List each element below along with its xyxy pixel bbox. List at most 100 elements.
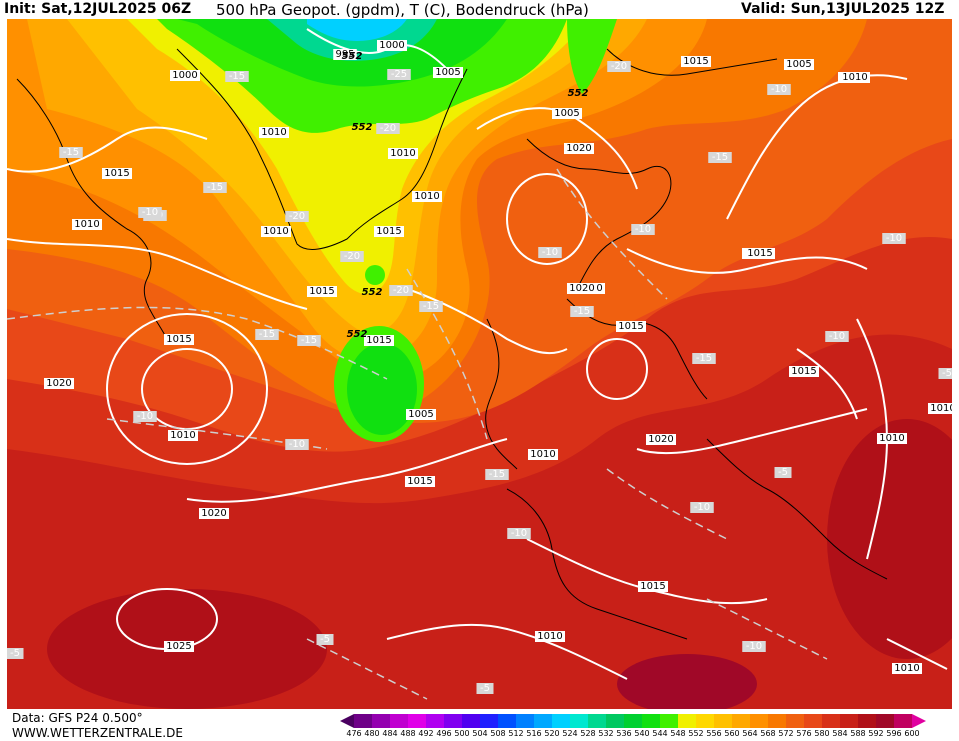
temperature-label-box xyxy=(255,329,279,340)
isobar-label: 1020 xyxy=(201,508,226,519)
isobar-label-box xyxy=(616,321,646,332)
colorbar-tick-label: 492 xyxy=(418,729,434,738)
colorbar-tick-label: 532 xyxy=(598,729,614,738)
cutoff-low-548 xyxy=(347,343,417,435)
geopotential-label: 552 xyxy=(568,88,589,99)
isobar-label-box xyxy=(412,191,442,202)
colorbar-tick-label: 552 xyxy=(688,729,704,738)
colorbar-tick-label: 516 xyxy=(526,729,542,738)
isobar-label-box xyxy=(784,59,814,70)
colorbar-tick-label: 484 xyxy=(382,729,398,738)
isobar-label-box xyxy=(552,108,582,119)
geopotential-labels: 552 552 552 552 552 xyxy=(342,51,589,340)
temperature-label-box xyxy=(340,251,364,262)
colorbar-tick-label: 580 xyxy=(814,729,830,738)
temperature-label-box xyxy=(774,467,792,478)
temperature-label-box xyxy=(507,528,531,539)
colorbar-tick-label: 576 xyxy=(796,729,812,738)
isobar-label: 1015 xyxy=(309,286,334,297)
temperature-label-box xyxy=(476,683,494,694)
colorbar-swatch xyxy=(858,714,876,728)
high-596 xyxy=(617,654,757,709)
isobar-label: 1015 xyxy=(747,248,772,259)
colorbar-tick-label: 592 xyxy=(868,729,884,738)
data-source: Data: GFS P24 0.500° xyxy=(12,711,143,725)
isobar-label-box xyxy=(638,581,668,592)
isobar-label: 1010 xyxy=(537,631,562,642)
website-credit: WWW.WETTERZENTRALE.DE xyxy=(12,726,183,740)
colorbar-tick-label: 544 xyxy=(652,729,668,738)
init-time: Init: Sat,12JUL2025 06Z xyxy=(4,1,192,17)
colorbar-tick-label: 520 xyxy=(544,729,560,738)
colorbar-swatch xyxy=(498,714,516,728)
isobar-label: 1015 xyxy=(618,321,643,332)
isobar-label: 1005 xyxy=(554,108,579,119)
colorbar-swatch xyxy=(588,714,606,728)
isobar-label-box xyxy=(681,56,711,67)
colorbar-swatch xyxy=(714,714,732,728)
geopotential-label: 552 xyxy=(362,287,383,298)
colorbar-tick-label: 480 xyxy=(364,729,380,738)
isobar-label: 1015 xyxy=(407,476,432,487)
temperature-label-box xyxy=(708,152,732,163)
temperature-label-box xyxy=(882,233,906,244)
isobar-label: 1005 xyxy=(408,409,433,420)
temperature-label: -10 xyxy=(542,247,558,258)
temperature-label: -25 xyxy=(391,69,407,80)
isobar-label-box xyxy=(307,286,337,297)
isobar-label-box xyxy=(745,248,775,259)
isobar-label: 1010 xyxy=(930,403,952,414)
isobar-label-box xyxy=(789,366,819,377)
colorbar-swatch xyxy=(426,714,444,728)
colorbar-swatch xyxy=(624,714,642,728)
temperature-label: -5 xyxy=(320,634,330,645)
geopotential-label: 552 xyxy=(352,122,373,133)
temperature-label: -15 xyxy=(229,71,245,82)
colorbar-swatch xyxy=(768,714,786,728)
isobar-label-box xyxy=(168,430,198,441)
colorbar-swatch xyxy=(894,714,912,728)
colorbar-swatch xyxy=(822,714,840,728)
colorbar-swatch xyxy=(480,714,498,728)
colorbar-swatch xyxy=(516,714,534,728)
colorbar-tick-label: 536 xyxy=(616,729,632,738)
temperature-label: -15 xyxy=(301,335,317,346)
isobar-label: 1010 xyxy=(879,433,904,444)
isobar-label: 1020 xyxy=(566,143,591,154)
colorbar-tick-label: 524 xyxy=(562,729,578,738)
isobar-label-box xyxy=(535,631,565,642)
temperature-label-box xyxy=(285,211,309,222)
isobar-labels: 1000 1000 995 1005 1015 1005 1010 1010 1010 1005 1… xyxy=(44,40,952,674)
temperature-label: -20 xyxy=(380,123,396,134)
colorbar-tick-label: 512 xyxy=(508,729,524,738)
map-title: 500 hPa Geopot. (gpdm), T (C), Bodendruc… xyxy=(216,1,589,19)
isobar-label: 1015 xyxy=(683,56,708,67)
temperature-label: -10 xyxy=(694,502,710,513)
colorbar-tick-label: 504 xyxy=(472,729,488,738)
temperature-label-box xyxy=(538,247,562,258)
temperature-label: -5 xyxy=(480,683,490,694)
temperature-label: -10 xyxy=(635,224,651,235)
geopotential-label: 552 xyxy=(347,329,368,340)
temperature-label-box xyxy=(389,285,413,296)
geopotential-label: 552 xyxy=(342,51,363,62)
isobar-label: 1010 xyxy=(894,663,919,674)
isobar-label: 1020 xyxy=(46,378,71,389)
isobar-label: 1020 xyxy=(569,283,594,294)
temperature-label-box xyxy=(690,502,714,513)
colorbar-swatch xyxy=(606,714,624,728)
colorbar-tick-label: 600 xyxy=(904,729,920,738)
temperature-label: -20 xyxy=(344,251,360,262)
colorbar-swatch xyxy=(750,714,768,728)
isobar-label-box xyxy=(433,67,463,78)
temperature-label: -15 xyxy=(489,469,505,480)
isobar-label-box xyxy=(72,219,102,230)
temperature-label: -15 xyxy=(574,306,590,317)
colorbar-swatch xyxy=(354,714,372,728)
temperature-label-box xyxy=(631,224,655,235)
colorbar-tick-label: 564 xyxy=(742,729,758,738)
isobars xyxy=(7,28,948,680)
isobar-label-box xyxy=(564,143,594,154)
isobar-label: 1010 xyxy=(261,127,286,138)
temperature-label: -10 xyxy=(746,641,762,652)
